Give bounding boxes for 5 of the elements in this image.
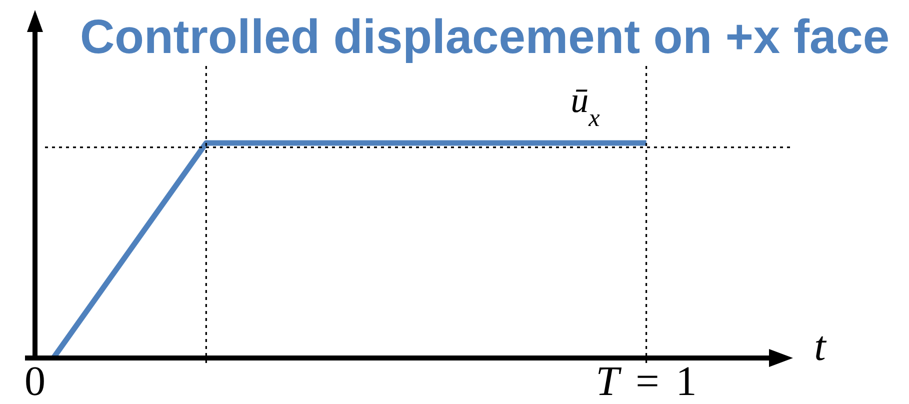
x-tick-label: 0 bbox=[24, 359, 46, 404]
x-tick-label: T = 1 bbox=[596, 359, 697, 404]
x-axis-title: t bbox=[814, 324, 828, 370]
chart-title: Controlled displacement on +x face bbox=[80, 11, 890, 64]
annotation: ū$_{x}$ bbox=[570, 80, 600, 132]
